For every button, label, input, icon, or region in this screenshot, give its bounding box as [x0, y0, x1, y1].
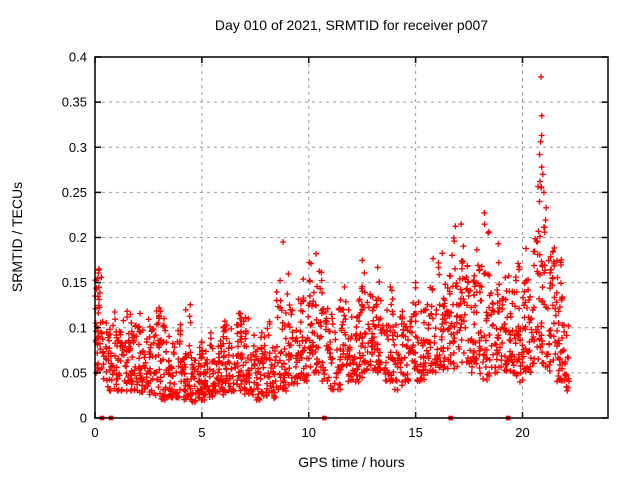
y-tick-label: 0 — [80, 411, 87, 426]
plot-title: Day 010 of 2021, SRMTID for receiver p00… — [214, 17, 489, 33]
y-tick-label: 0.2 — [69, 230, 87, 245]
x-tick-label: 0 — [91, 425, 98, 440]
x-tick-label: 5 — [198, 425, 205, 440]
y-tick-label: 0.25 — [62, 185, 87, 200]
y-tick-label: 0.05 — [62, 365, 87, 380]
x-tick-label: 15 — [408, 425, 422, 440]
x-axis-label: GPS time / hours — [298, 454, 405, 470]
y-tick-label: 0.15 — [62, 275, 87, 290]
srmtid-data-points — [92, 73, 572, 405]
x-tick-label: 20 — [515, 425, 529, 440]
y-tick-label: 0.35 — [62, 95, 87, 110]
y-tick-label: 0.3 — [69, 140, 87, 155]
y-tick-label: 0.4 — [69, 50, 87, 65]
x-tick-label: 10 — [302, 425, 316, 440]
y-tick-label: 0.1 — [69, 320, 87, 335]
